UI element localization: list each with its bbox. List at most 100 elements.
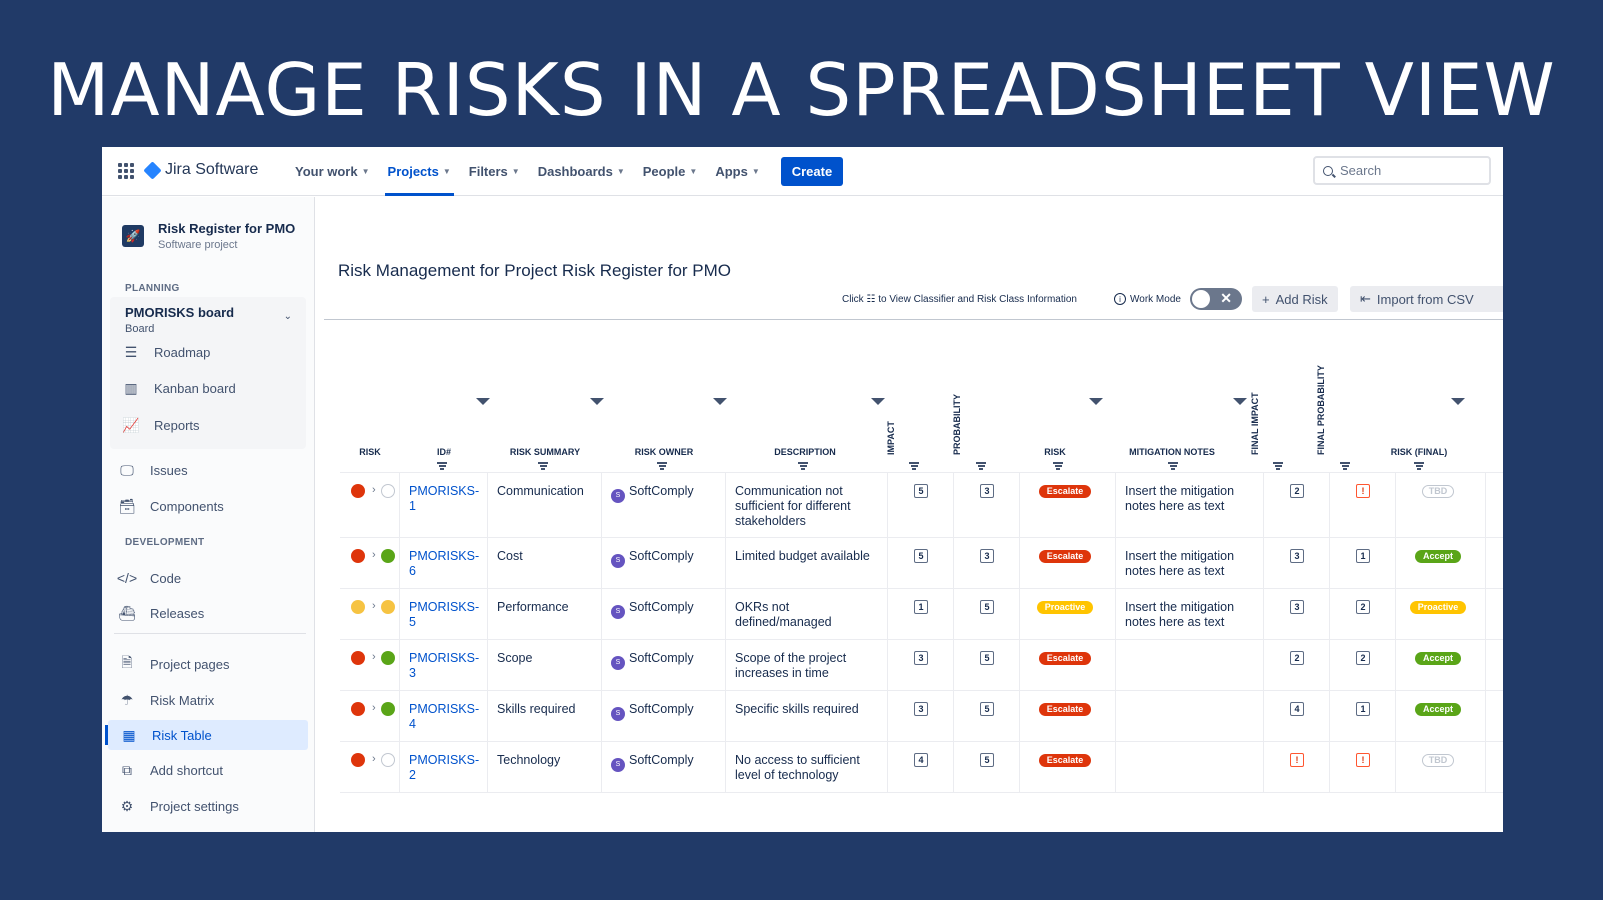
filter-icon[interactable] [1273,462,1283,470]
cell-id[interactable]: PMORISKS- 5 [400,589,488,639]
header-final-impact[interactable]: FINAL IMPACT [1250,392,1260,455]
impact-value-box[interactable]: 5 [914,484,928,498]
issue-key-prefix[interactable]: PMORISKS- [409,753,480,767]
header-description[interactable]: DESCRIPTION [774,447,836,457]
header-risk-summary[interactable]: RISK SUMMARY [509,447,581,457]
issue-key-number[interactable]: 5 [409,615,416,629]
header-probability[interactable]: PROBABILITY [952,393,962,455]
header-final-probability[interactable]: FINAL PROBABILITY [1316,365,1326,455]
filter-icon[interactable] [1168,462,1178,470]
column-menu-icon[interactable] [1233,398,1247,405]
sidebar-item-code[interactable]: </> Code [116,570,182,586]
cell-id[interactable]: PMORISKS- 6 [400,538,488,588]
issue-key-number[interactable]: 2 [409,768,416,782]
filter-icon[interactable] [437,462,447,470]
cell-id[interactable]: PMORISKS- 4 [400,691,488,741]
product-logo[interactable]: Jira Software [143,160,258,180]
app-switcher-icon[interactable] [118,163,134,179]
table-row[interactable]: › PMORISKS- 4 Skills required S SoftComply Spe… [340,691,1503,742]
chevron-down-icon[interactable]: ⌄ [283,311,292,322]
column-menu-icon[interactable] [1451,398,1465,405]
import-csv-button[interactable]: ⇤ Import from CSV [1350,286,1503,312]
nav-dashboards[interactable]: Dashboards ▼ [537,164,625,179]
impact-value-box[interactable]: 4 [914,753,928,767]
fprob-value-box[interactable]: 1 [1356,549,1370,563]
header-risk-final[interactable]: RISK (FINAL) [1390,447,1448,457]
header-risk-owner[interactable]: RISK OWNER [634,447,694,457]
impact-value-box[interactable]: 3 [914,702,928,716]
issue-key-prefix[interactable]: PMORISKS- [409,484,480,498]
issue-key-prefix[interactable]: PMORISKS- [409,702,480,716]
column-menu-icon[interactable] [1089,398,1103,405]
filter-icon[interactable] [657,462,667,470]
fimpact-value-box[interactable]: 2 [1290,484,1304,498]
fimpact-value-box[interactable]: 3 [1290,549,1304,563]
issue-key-number[interactable]: 1 [409,499,416,513]
issue-key-number[interactable]: 4 [409,717,416,731]
fprob-value-box[interactable]: 2 [1356,651,1370,665]
issue-key-prefix[interactable]: PMORISKS- [409,549,480,563]
nav-projects[interactable]: Projects ▼ [379,147,460,196]
fimpact-value-box[interactable]: 4 [1290,702,1304,716]
sidebar-item-kanban-board[interactable]: ▥ Kanban board [122,373,312,403]
sidebar-item-risk-table[interactable]: ▦ Risk Table [108,720,308,750]
header-risk-2[interactable]: RISK [1044,447,1066,457]
add-risk-button[interactable]: + Add Risk [1252,286,1338,312]
column-menu-icon[interactable] [871,398,885,405]
issue-key-prefix[interactable]: PMORISKS- [409,600,480,614]
prob-value-box[interactable]: 3 [980,484,994,498]
issue-key-number[interactable]: 3 [409,666,416,680]
table-row[interactable]: › PMORISKS- 2 Technology S SoftComply No acces… [340,742,1503,793]
prob-value-box[interactable]: 5 [980,600,994,614]
fprob-value-box[interactable]: ! [1356,753,1370,767]
table-row[interactable]: › PMORISKS- 6 Cost S SoftComply Limited budget… [340,538,1503,589]
prob-value-box[interactable]: 3 [980,549,994,563]
classifier-list-icon[interactable]: ☷ [866,294,876,305]
sidebar-item-roadmap[interactable]: ☰ Roadmap [122,337,312,367]
issue-key-number[interactable]: 6 [409,564,416,578]
board-group[interactable]: PMORISKS board Board ⌄ [110,297,306,449]
prob-value-box[interactable]: 5 [980,702,994,716]
filter-icon[interactable] [976,462,986,470]
fimpact-value-box[interactable]: ! [1290,753,1304,767]
sidebar-item-issues[interactable]: 🖵 Issues [118,455,308,485]
table-row[interactable]: › PMORISKS- 5 Performance S SoftComply OKRs no… [340,589,1503,640]
impact-value-box[interactable]: 1 [914,600,928,614]
filter-icon[interactable] [1053,462,1063,470]
fprob-value-box[interactable]: 1 [1356,702,1370,716]
filter-icon[interactable] [798,462,808,470]
impact-value-box[interactable]: 3 [914,651,928,665]
nav-people[interactable]: People ▼ [642,164,698,179]
prob-value-box[interactable]: 5 [980,753,994,767]
column-menu-icon[interactable] [713,398,727,405]
table-row[interactable]: › PMORISKS- 1 Communication S SoftComply Commu… [340,472,1503,538]
table-row[interactable]: › PMORISKS- 3 Scope S SoftComply Scope of the … [340,640,1503,691]
nav-filters[interactable]: Filters ▼ [468,164,520,179]
filter-icon[interactable] [538,462,548,470]
prob-value-box[interactable]: 5 [980,651,994,665]
nav-your-work[interactable]: Your work ▼ [295,164,370,179]
fprob-value-box[interactable]: ! [1356,484,1370,498]
search-input[interactable]: Search [1313,156,1491,185]
issue-key-prefix[interactable]: PMORISKS- [409,651,480,665]
column-menu-icon[interactable] [476,398,490,405]
filter-icon[interactable] [1340,462,1350,470]
fprob-value-box[interactable]: 2 [1356,600,1370,614]
create-button[interactable]: Create [780,157,844,186]
column-menu-icon[interactable] [590,398,604,405]
sidebar-item-components[interactable]: 🗃 Components [118,497,224,514]
nav-apps[interactable]: Apps ▼ [715,164,760,179]
filter-icon[interactable] [909,462,919,470]
cell-id[interactable]: PMORISKS- 2 [400,742,488,792]
sidebar-item-project-settings[interactable]: ⚙ Project settings [118,791,308,821]
sidebar-item-project-pages[interactable]: 🗎 Project pages [118,649,308,679]
cell-id[interactable]: PMORISKS- 1 [400,473,488,537]
sidebar-item-add-shortcut[interactable]: ⧉ Add shortcut [118,755,308,785]
impact-value-box[interactable]: 5 [914,549,928,563]
sidebar-item-risk-matrix[interactable]: ☂ Risk Matrix [118,685,308,715]
filter-icon[interactable] [1414,462,1424,470]
sidebar-item-reports[interactable]: 📈 Reports [122,416,200,433]
cell-id[interactable]: PMORISKS- 3 [400,640,488,690]
header-risk[interactable]: RISK [359,447,381,457]
header-mitigation-notes[interactable]: MITIGATION NOTES [1129,447,1215,457]
